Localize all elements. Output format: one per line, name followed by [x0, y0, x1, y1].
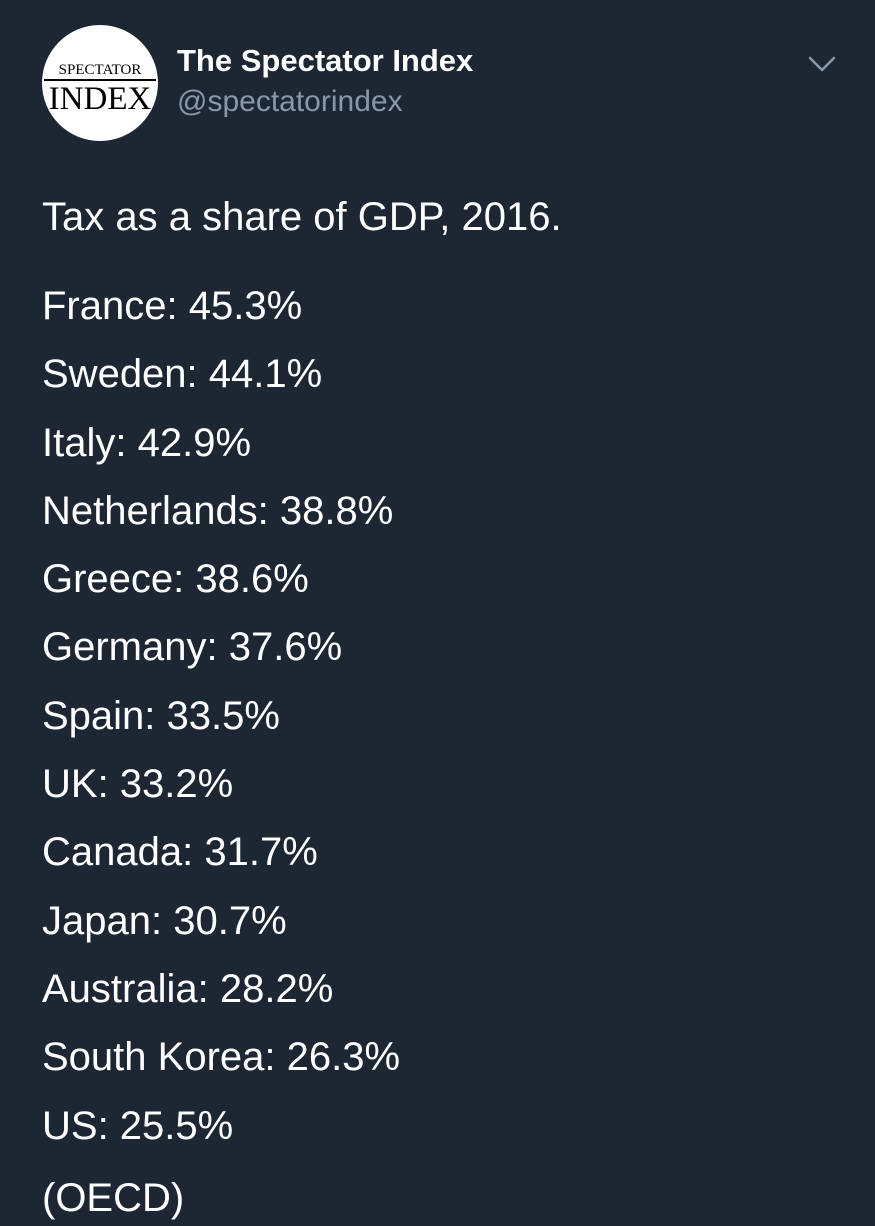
avatar-logo-top: SPECTATOR [58, 62, 142, 78]
source-text: (OECD) [42, 1176, 185, 1220]
list-item: Australia: 28.2% [42, 966, 334, 1011]
list-item: Germany: 37.6% [42, 625, 343, 670]
list-item: Italy: 42.9% [42, 420, 252, 465]
avatar[interactable]: SPECTATOR INDEX [42, 25, 158, 141]
handle[interactable]: @spectatorindex [177, 85, 403, 118]
list-item: UK: 33.2% [42, 762, 234, 807]
list-item: Netherlands: 38.8% [42, 488, 394, 533]
tax-list: France: 45.3% Sweden: 44.1% Italy: 42.9% Ne… [42, 272, 842, 1160]
list-item: Japan: 30.7% [42, 898, 287, 943]
tweet-body: Tax as a share of GDP, 2016. [42, 189, 842, 245]
display-name[interactable]: The Spectator Index [177, 43, 474, 78]
avatar-logo-bottom: INDEX [48, 81, 152, 117]
list-item: Spain: 33.5% [42, 693, 280, 738]
list-item: US: 25.5% [42, 1103, 234, 1148]
list-item: Canada: 31.7% [42, 830, 318, 875]
avatar-logo-rule [44, 79, 156, 81]
list-item: Greece: 38.6% [42, 557, 309, 602]
list-item: South Korea: 26.3% [42, 1035, 401, 1080]
list-item: France: 45.3% [42, 284, 303, 328]
list-item: Sweden: 44.1% [42, 352, 323, 397]
tweet-title: Tax as a share of GDP, 2016. [42, 195, 562, 239]
chevron-down-icon[interactable] [806, 48, 838, 80]
